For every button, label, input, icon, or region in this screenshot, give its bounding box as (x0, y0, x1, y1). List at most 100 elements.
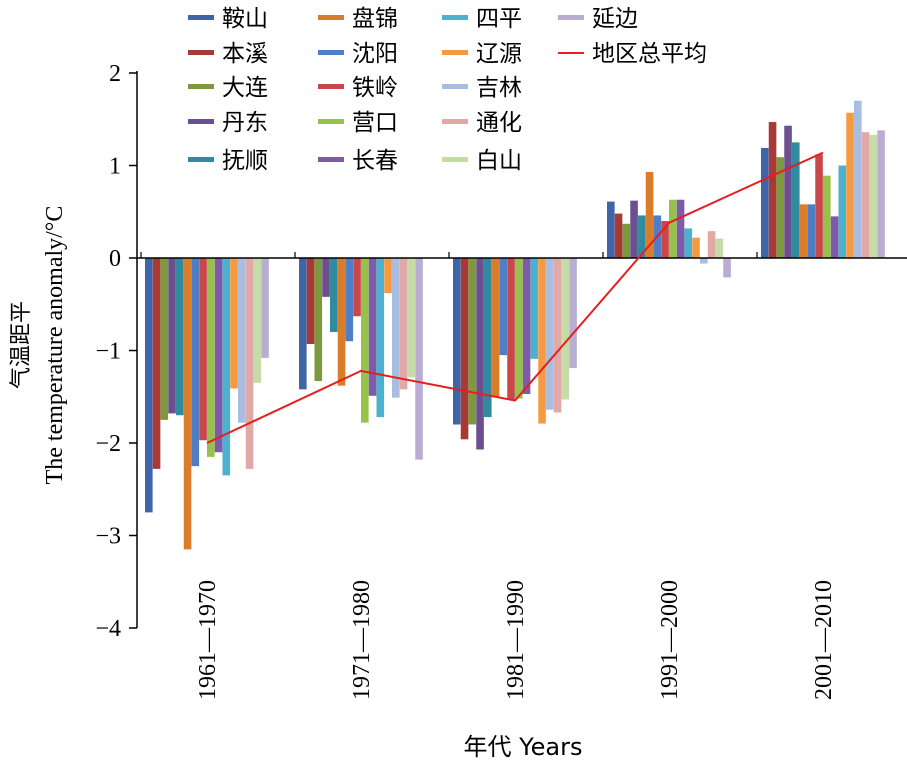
bar-盘锦-2001—2010 (799, 204, 808, 258)
bars (145, 100, 885, 550)
bar-沈阳-1971—1980 (345, 258, 354, 342)
bar-辽源-2001—2010 (846, 112, 854, 258)
legend-swatch-丹东 (188, 119, 214, 124)
y-tick-label: 0 (109, 246, 121, 272)
legend-label-抚顺: 抚顺 (222, 148, 268, 174)
x-axis-label: 年代 Years (464, 733, 583, 761)
legend-swatch-延边 (558, 15, 584, 20)
legend-label-大连: 大连 (222, 75, 268, 101)
bar-本溪-1991—2000 (614, 213, 623, 258)
legend-label-辽源: 辽源 (476, 41, 522, 67)
bar-营口-1981—1990 (515, 258, 523, 399)
bar-吉林-1961—1970 (238, 258, 246, 423)
y-tick-label: −3 (95, 524, 121, 550)
bar-抚顺-1961—1970 (176, 258, 184, 416)
legend-swatch-大连 (188, 84, 214, 89)
bar-抚顺-1991—2000 (638, 215, 646, 258)
bar-辽源-1991—2000 (692, 237, 700, 258)
bar-通化-1971—1980 (399, 258, 408, 390)
legend-swatch-通化 (442, 119, 468, 124)
legend-label-长春: 长春 (352, 148, 398, 174)
bar-四平-1991—2000 (684, 228, 693, 258)
x-tick-label: 1991—2000 (657, 580, 683, 700)
legend-swatch-鞍山 (188, 15, 214, 20)
legend-swatch-吉林 (442, 84, 468, 89)
legend-swatch-抚顺 (188, 157, 214, 162)
average-line-group (206, 151, 824, 444)
bar-辽源-1981—1990 (538, 258, 546, 424)
bar-白山-1961—1970 (253, 258, 262, 383)
bar-延边-1971—1980 (415, 258, 423, 460)
bar-本溪-1971—1980 (306, 258, 315, 345)
legend-label-本溪: 本溪 (222, 41, 268, 67)
legend-label-盘锦: 盘锦 (352, 6, 398, 32)
bar-营口-1961—1970 (207, 258, 215, 457)
legend-swatch-铁岭 (318, 84, 344, 89)
bar-盘锦-1971—1980 (337, 258, 346, 386)
y-tick-label: −4 (95, 616, 121, 642)
bar-鞍山-2001—2010 (761, 147, 769, 258)
bar-辽源-1971—1980 (384, 258, 392, 294)
bar-长春-1981—1990 (522, 258, 531, 394)
legend-label-鞍山: 鞍山 (222, 6, 268, 32)
legend-swatch-营口 (318, 119, 344, 124)
legend-swatch-白山 (442, 157, 468, 162)
bar-四平-1981—1990 (530, 258, 539, 359)
bar-长春-2001—2010 (830, 216, 839, 259)
bar-丹东-1991—2000 (630, 200, 638, 258)
bar-丹东-1961—1970 (168, 258, 176, 414)
bar-沈阳-1981—1990 (499, 258, 508, 356)
bar-白山-1991—2000 (715, 238, 724, 258)
bar-抚顺-1981—1990 (484, 258, 492, 418)
legend-label-沈阳: 沈阳 (352, 41, 398, 67)
x-tick-label: 1981—1990 (503, 580, 529, 700)
bar-丹东-2001—2010 (784, 125, 792, 258)
bar-鞍山-1961—1970 (145, 258, 153, 513)
bar-鞍山-1981—1990 (453, 258, 461, 425)
legend-label-营口: 营口 (352, 110, 398, 136)
bar-白山-1971—1980 (407, 258, 416, 378)
average-line (206, 151, 824, 444)
axes: −4 −3 −2 −1 0 1 2 1961—1970 1971—1980 1981—1990 19… (95, 61, 907, 700)
bar-铁岭-1961—1970 (199, 258, 207, 441)
legend-swatch-辽源 (442, 50, 468, 55)
bar-大连-1991—2000 (622, 223, 631, 258)
legend-label-延边: 延边 (592, 6, 638, 32)
y-tick-label: 2 (109, 61, 121, 87)
bar-营口-1991—2000 (669, 199, 677, 258)
bar-丹东-1981—1990 (476, 258, 484, 450)
bar-丹东-1971—1980 (322, 258, 330, 297)
bar-大连-2001—2010 (776, 157, 785, 258)
bar-大连-1961—1970 (160, 258, 169, 420)
legend-label-吉林: 吉林 (476, 75, 522, 101)
bar-沈阳-2001—2010 (807, 204, 816, 258)
legend-label-铁岭: 铁岭 (352, 75, 398, 101)
legend-swatch-本溪 (188, 50, 214, 55)
bar-本溪-1961—1970 (152, 258, 161, 469)
bar-营口-2001—2010 (823, 175, 831, 258)
bar-铁岭-1991—2000 (661, 221, 669, 258)
bar-白山-1981—1990 (561, 258, 570, 400)
x-tick-label: 1971—1980 (349, 580, 375, 700)
bar-鞍山-1991—2000 (607, 201, 615, 258)
bar-通化-1991—2000 (707, 231, 716, 258)
bar-吉林-2001—2010 (854, 100, 862, 258)
bar-沈阳-1961—1970 (191, 258, 200, 467)
bar-延边-1981—1990 (569, 258, 577, 369)
bar-抚顺-2001—2010 (792, 142, 800, 259)
bar-铁岭-1981—1990 (507, 258, 515, 400)
bar-通化-1961—1970 (245, 258, 254, 469)
legend-label-白山: 白山 (476, 148, 522, 174)
y-tick-label: −2 (95, 431, 121, 457)
bar-延边-1961—1970 (261, 258, 269, 358)
bar-大连-1981—1990 (468, 258, 477, 425)
legend-swatch-长春 (318, 157, 344, 162)
bar-白山-2001—2010 (869, 134, 878, 258)
bar-盘锦-1961—1970 (183, 258, 192, 550)
legend-swatch-沈阳 (318, 50, 344, 55)
y-tick-label: −1 (95, 339, 121, 365)
bar-吉林-1991—2000 (700, 258, 708, 264)
